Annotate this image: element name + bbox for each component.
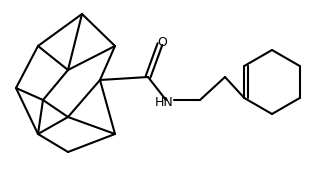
Text: O: O — [157, 35, 167, 49]
Text: HN: HN — [155, 95, 173, 109]
